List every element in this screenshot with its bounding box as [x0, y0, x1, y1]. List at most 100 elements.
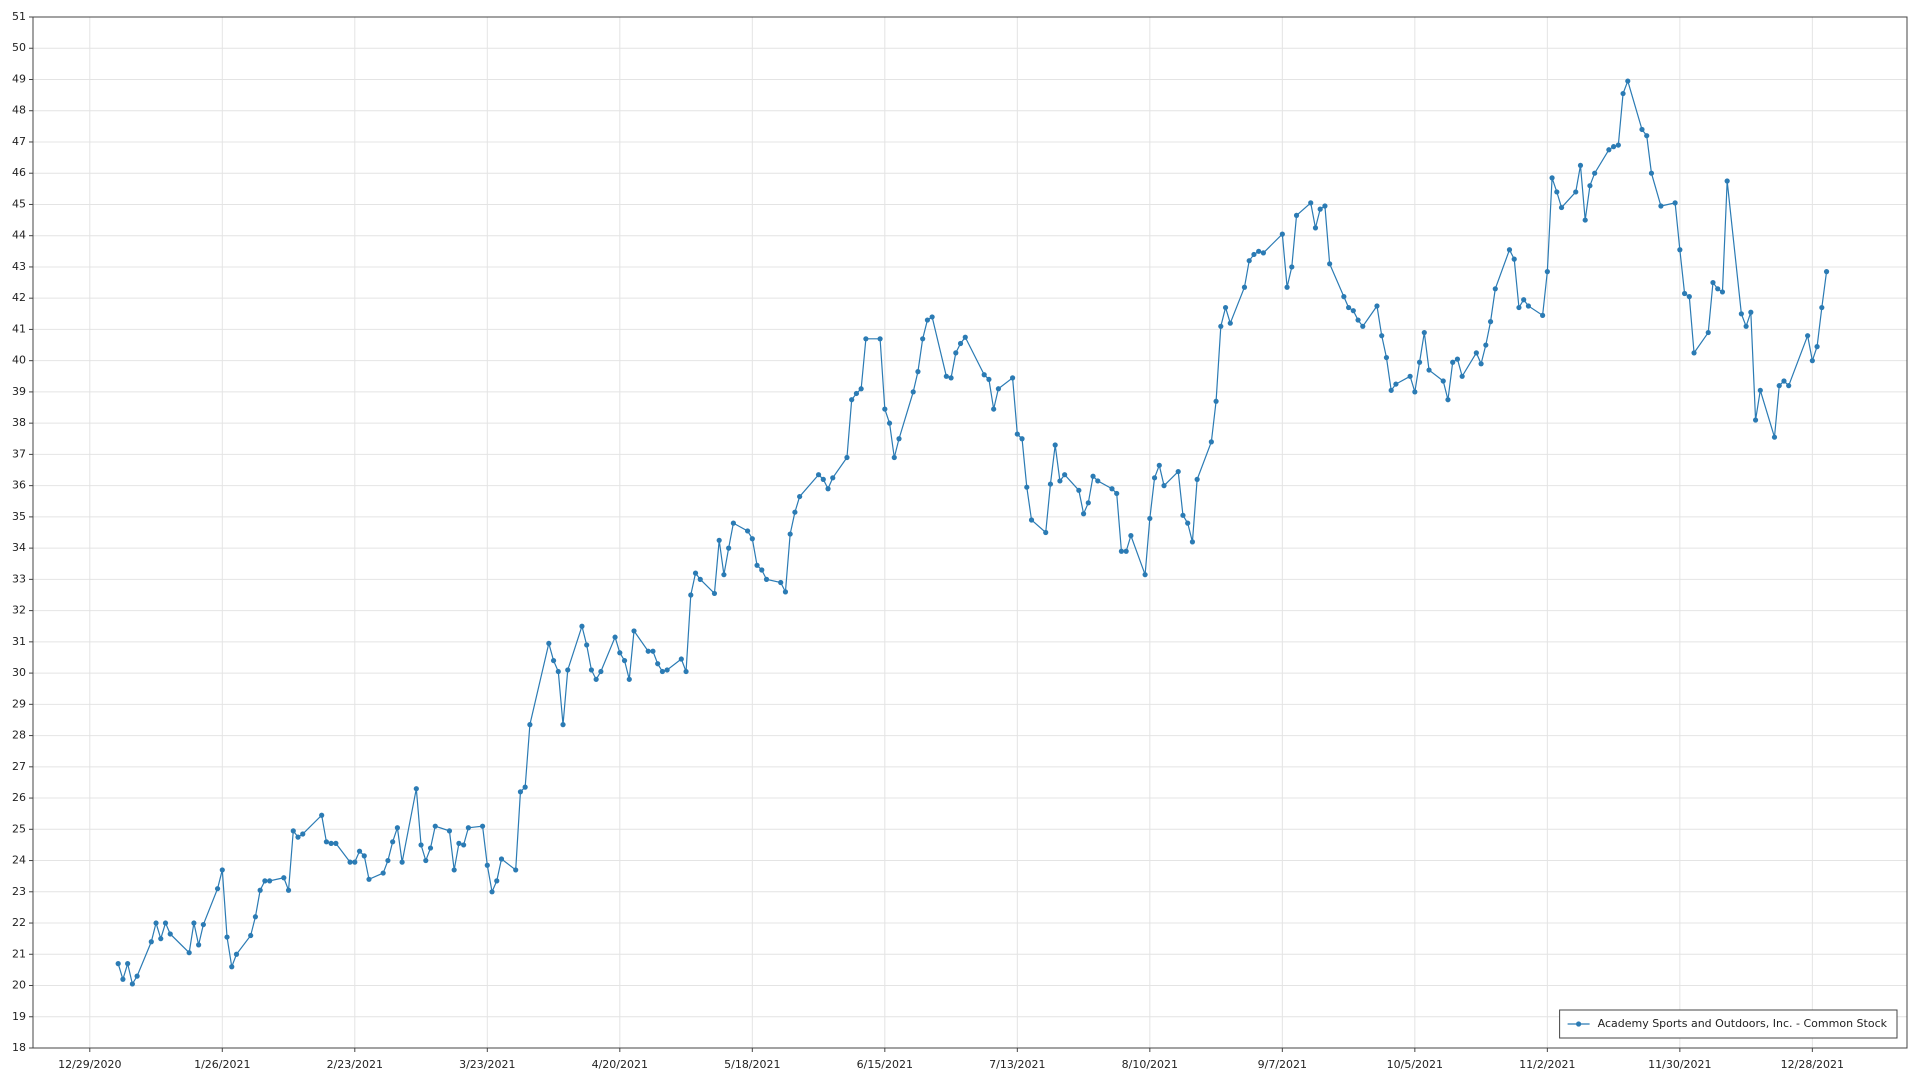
data-point — [1260, 250, 1267, 256]
y-tick-label: 19 — [12, 1010, 26, 1023]
data-point — [1487, 319, 1494, 325]
data-point — [1085, 500, 1091, 506]
data-point — [517, 789, 524, 795]
data-point — [1407, 373, 1413, 379]
data-point — [1573, 189, 1579, 195]
data-point — [1024, 484, 1030, 490]
data-point — [1279, 231, 1285, 237]
data-point — [1028, 517, 1035, 523]
data-point — [399, 859, 405, 865]
data-point — [1691, 350, 1697, 356]
data-point — [962, 334, 968, 340]
y-tick-label: 28 — [12, 729, 26, 742]
data-point — [749, 536, 755, 542]
legend-swatch-dot — [1576, 1021, 1582, 1027]
data-point — [1521, 297, 1527, 303]
y-tick-label: 22 — [12, 916, 26, 929]
data-point — [744, 528, 751, 534]
data-point — [621, 657, 628, 664]
data-point — [711, 590, 718, 597]
data-point — [1416, 359, 1423, 365]
data-point — [1606, 147, 1612, 153]
data-point — [1440, 378, 1446, 384]
y-tick-label: 27 — [12, 760, 26, 773]
data-point — [125, 961, 131, 967]
data-point — [1705, 329, 1711, 336]
data-point — [1724, 178, 1730, 184]
grid — [33, 16, 1907, 1049]
data-point — [1715, 286, 1721, 292]
data-point — [1213, 398, 1219, 404]
data-point — [877, 336, 883, 342]
data-point — [1076, 487, 1082, 493]
data-point — [683, 668, 689, 675]
data-point — [1554, 189, 1560, 195]
data-point — [1341, 294, 1347, 300]
data-point — [129, 981, 135, 987]
data-point — [1681, 290, 1688, 297]
data-point — [1317, 206, 1323, 212]
data-point — [1511, 256, 1517, 262]
data-point — [394, 825, 400, 831]
data-point — [366, 876, 372, 882]
data-point — [1786, 383, 1792, 389]
data-point — [754, 562, 760, 568]
data-point — [550, 657, 557, 664]
data-point — [915, 369, 921, 375]
data-point — [1421, 329, 1427, 336]
data-point — [1757, 387, 1763, 393]
data-point — [986, 376, 992, 383]
data-point — [285, 887, 292, 893]
data-point — [1156, 462, 1162, 468]
data-point — [1161, 483, 1167, 489]
data-point — [1819, 304, 1825, 311]
data-point — [555, 668, 561, 675]
y-tick-label: 24 — [12, 854, 26, 867]
data-point — [678, 656, 684, 662]
data-point — [1388, 387, 1394, 393]
y-tick-label: 36 — [12, 479, 26, 492]
data-point — [1805, 333, 1811, 339]
data-point — [451, 867, 457, 873]
data-point — [1610, 144, 1617, 150]
data-point — [352, 859, 358, 865]
data-point — [721, 572, 727, 578]
x-tick-label: 11/2/2021 — [1519, 1058, 1575, 1071]
x-tick-label: 2/23/2021 — [327, 1058, 383, 1071]
data-point — [655, 661, 661, 667]
data-point — [513, 867, 519, 873]
y-tick-label: 46 — [12, 166, 26, 179]
data-point — [1625, 78, 1631, 84]
data-point — [584, 642, 590, 648]
x-tick-label: 6/15/2021 — [857, 1058, 913, 1071]
data-point — [1256, 248, 1262, 254]
data-point — [1090, 473, 1096, 479]
y-tick-label: 50 — [12, 41, 26, 54]
data-point — [224, 934, 230, 940]
y-tick-label: 37 — [12, 447, 26, 460]
data-point — [134, 973, 140, 979]
y-tick-label: 25 — [12, 822, 26, 835]
data-point — [1322, 203, 1328, 209]
data-point — [953, 350, 959, 356]
data-point — [896, 436, 902, 442]
data-point — [158, 936, 164, 942]
data-point — [1227, 320, 1233, 326]
data-point — [1644, 133, 1650, 139]
data-point — [1147, 515, 1153, 522]
data-point — [1506, 247, 1513, 253]
data-point — [115, 961, 121, 967]
x-tick-label: 7/13/2021 — [989, 1058, 1045, 1071]
y-tick-label: 32 — [12, 604, 26, 617]
data-point — [688, 592, 694, 598]
data-point — [593, 676, 599, 682]
series-line — [117, 79, 1828, 986]
y-tick-label: 47 — [12, 135, 26, 148]
data-point — [924, 317, 931, 323]
data-point — [792, 509, 798, 515]
data-point — [1312, 225, 1319, 231]
x-tick-label: 12/28/2021 — [1781, 1058, 1844, 1071]
data-point — [1459, 373, 1465, 379]
data-point — [1540, 312, 1546, 318]
data-point — [1327, 261, 1333, 267]
